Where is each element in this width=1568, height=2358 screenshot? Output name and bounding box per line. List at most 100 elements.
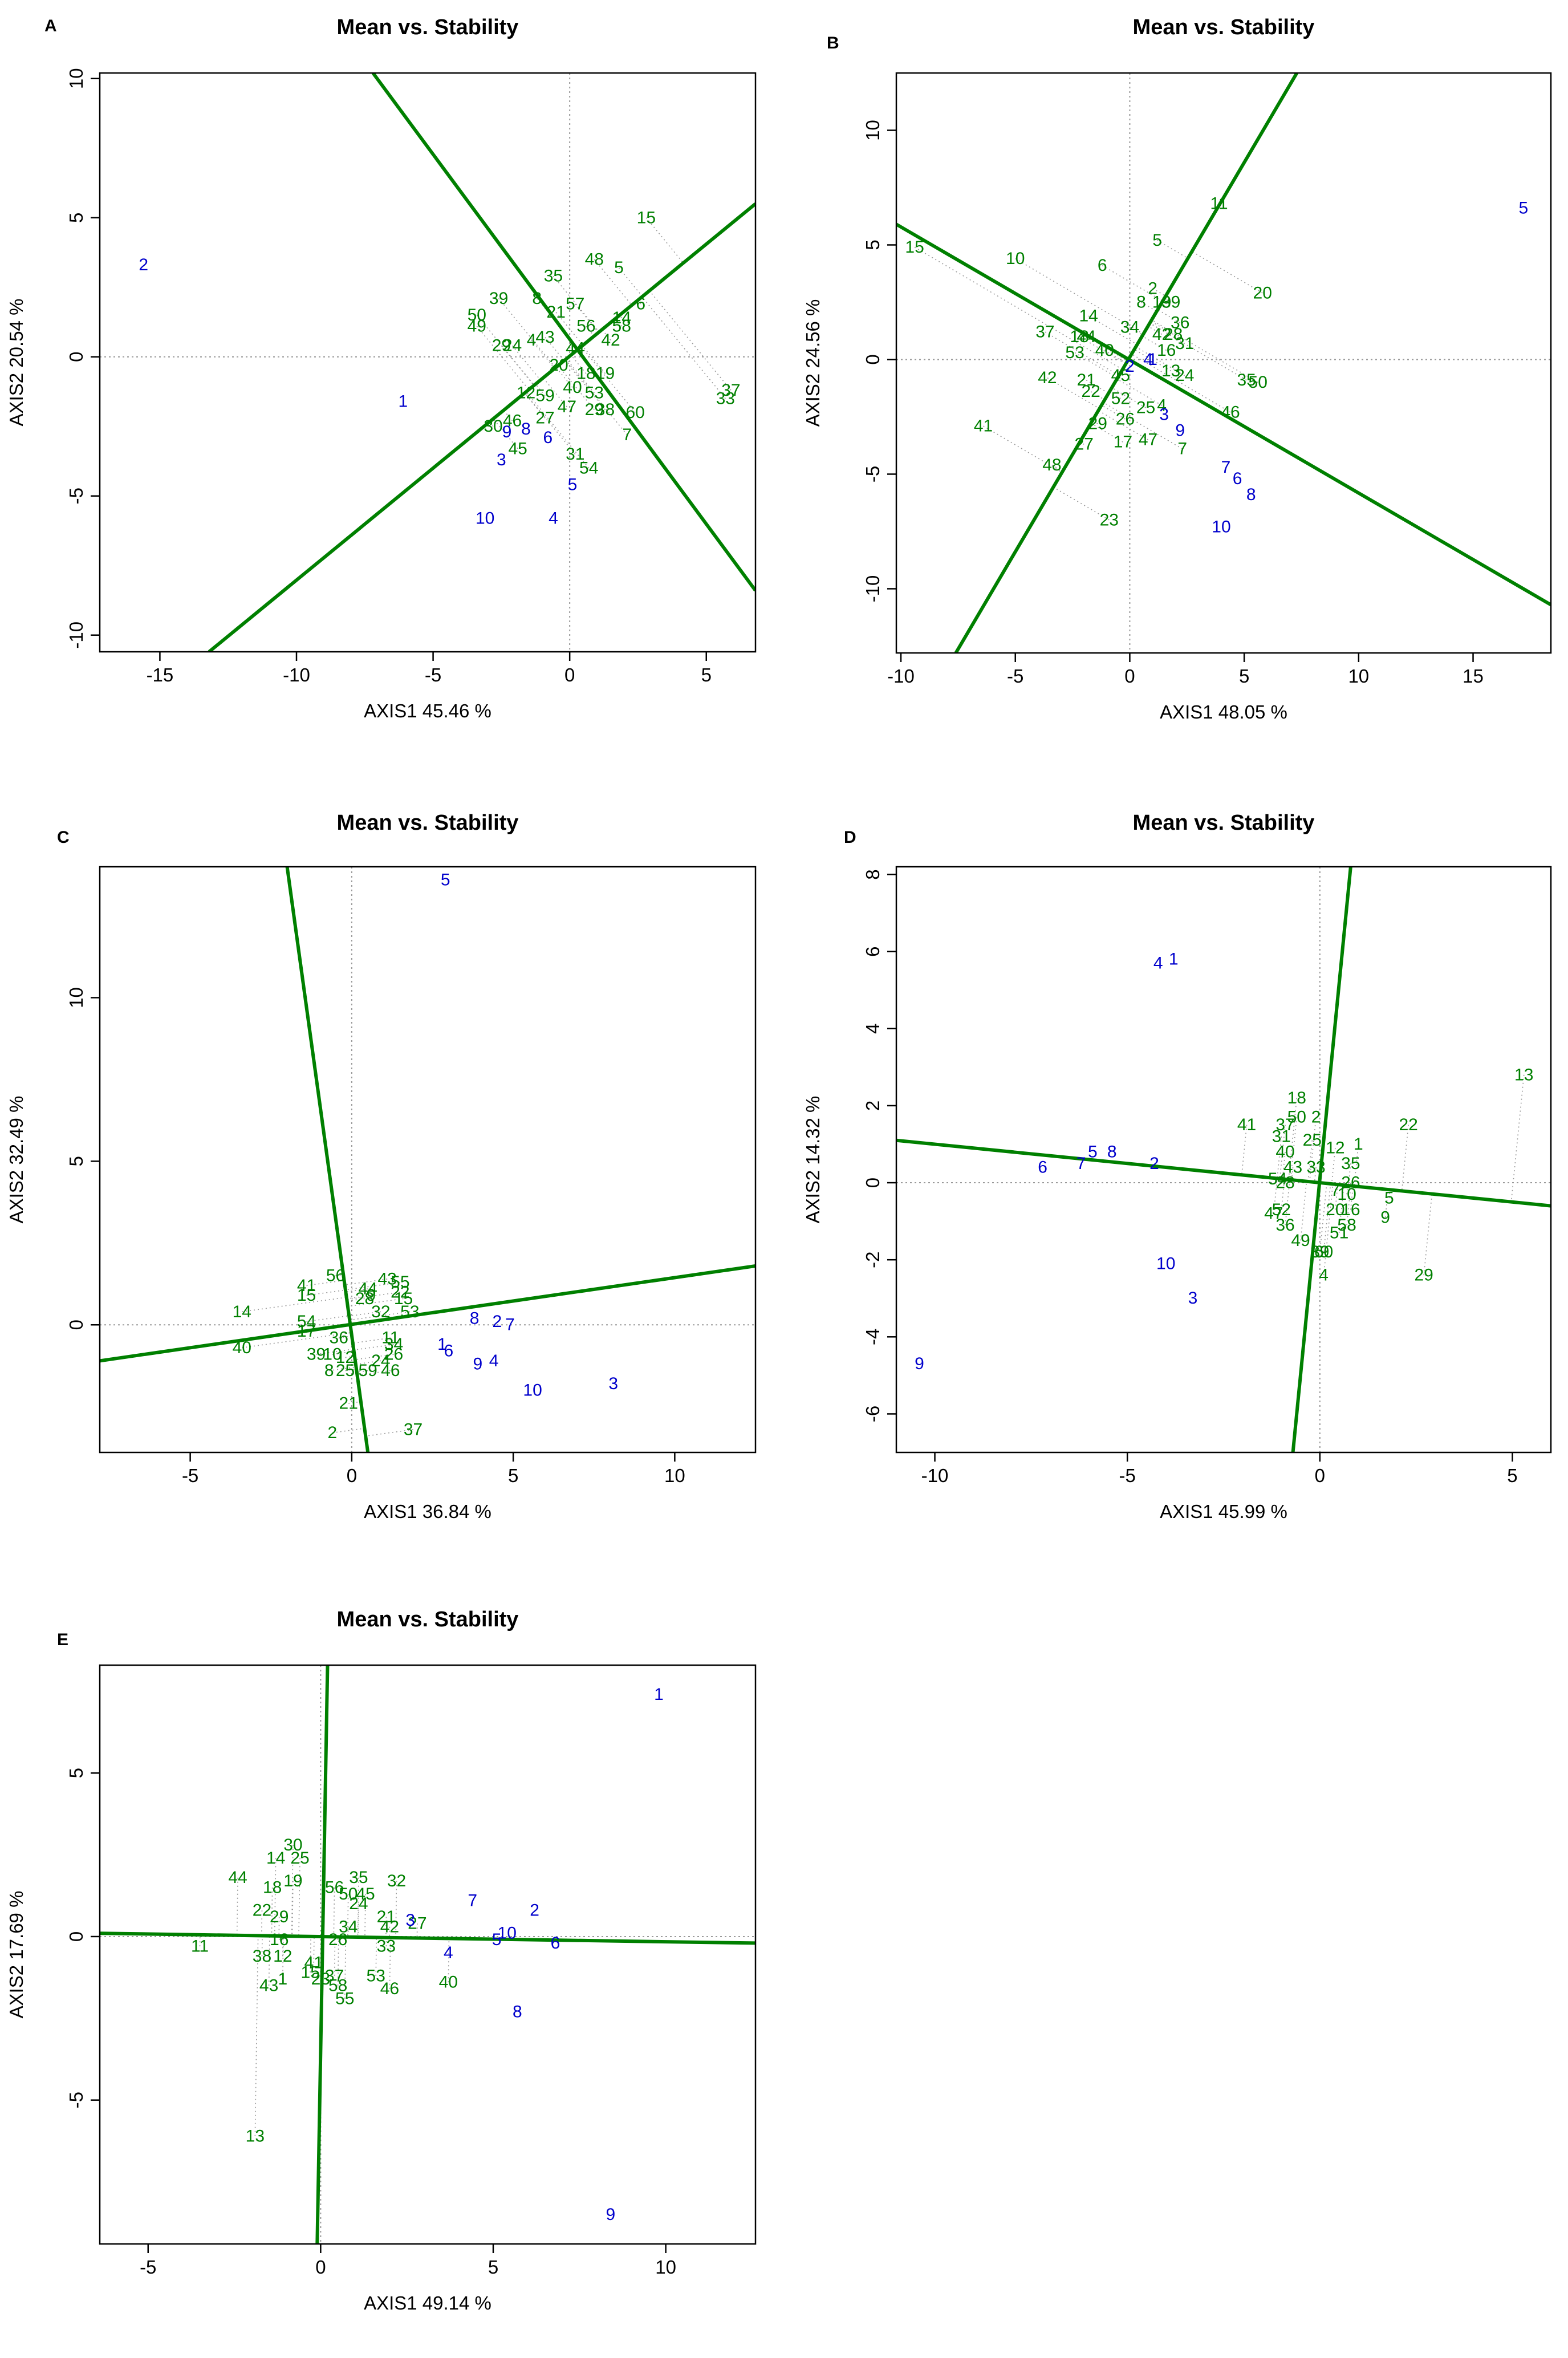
projection-line: [476, 326, 530, 390]
genotype-label: 47: [1264, 1204, 1283, 1223]
genotype-label: 37: [404, 1420, 423, 1439]
projection-line: [558, 365, 595, 410]
genotype-label: 26: [1341, 1174, 1360, 1192]
y-tick-label: 0: [862, 1178, 883, 1188]
genotype-label: 46: [503, 411, 522, 430]
projection-line: [637, 300, 641, 305]
genotype-label: 24: [349, 1894, 368, 1913]
projection-line: [1111, 387, 1146, 408]
y-tick-label: -5: [862, 466, 883, 482]
genotype-label: 13: [1161, 362, 1180, 380]
projection-line: [448, 1938, 450, 1983]
genotype-label: 29: [585, 400, 604, 419]
projection-line: [649, 290, 732, 391]
projection-line: [1151, 320, 1174, 335]
y-tick-label: -6: [862, 1406, 883, 1422]
genotype-label: 13: [1514, 1065, 1533, 1084]
genotype-label: 58: [612, 317, 631, 336]
x-tick-label: 5: [488, 2256, 498, 2278]
environment-label: 7: [1077, 1154, 1086, 1173]
projection-line: [1401, 1125, 1409, 1191]
projection-line: [1015, 258, 1144, 335]
projection-line: [1104, 350, 1127, 364]
genotype-label: 39: [1310, 1243, 1329, 1261]
y-tick-label: 0: [66, 1931, 87, 1942]
environment-label: 10: [1156, 1254, 1175, 1273]
environment-label: 6: [543, 428, 553, 447]
y-axis-label: AXIS2 20.54 %: [6, 299, 27, 427]
genotype-label: 59: [359, 1361, 377, 1380]
genotype-label: 16: [270, 1930, 289, 1949]
genotype-label: 40: [233, 1338, 251, 1357]
projection-line: [346, 1294, 371, 1300]
genotype-label: 30: [484, 417, 502, 436]
genotype-label: 26: [328, 1930, 347, 1949]
genotype-label: 41: [297, 1276, 316, 1295]
genotype-label: 36: [1275, 1216, 1294, 1235]
genotype-label: 57: [566, 295, 584, 314]
projection-line: [564, 360, 606, 410]
projection-line: [242, 1297, 347, 1313]
x-tick-label: 0: [564, 664, 575, 685]
genotype-label: 42: [1152, 325, 1171, 344]
genotype-label: 18: [576, 364, 595, 383]
x-tick-label: -5: [425, 664, 441, 685]
genotype-label: 18: [1070, 327, 1088, 346]
environment-label: 3: [405, 1911, 415, 1930]
environment-label: 6: [444, 1342, 453, 1361]
projection-line: [1086, 379, 1109, 394]
projection-line: [1323, 1184, 1334, 1276]
genotype-label: 22: [1399, 1115, 1417, 1134]
genotype-label: 29: [270, 1907, 289, 1926]
projection-line: [1384, 1189, 1389, 1217]
genotype-label: 8: [1136, 293, 1146, 311]
projection-line: [619, 315, 622, 318]
genotype-label: 44: [1077, 327, 1095, 346]
projection-line: [914, 246, 1123, 370]
projection-line: [1354, 1144, 1359, 1187]
genotype-label: 39: [1161, 293, 1180, 311]
genotype-label: 28: [355, 1289, 374, 1308]
genotype-label: 28: [1164, 325, 1183, 344]
x-tick-label: -5: [1119, 1465, 1136, 1486]
projection-line: [1149, 323, 1247, 381]
genotype-label: 44: [566, 339, 584, 358]
y-tick-label: -4: [862, 1329, 883, 1345]
genotype-label: 4: [1319, 1266, 1329, 1285]
projection-line: [1079, 336, 1126, 364]
genotype-label: 49: [1291, 1231, 1310, 1250]
environment-label: 1: [1148, 350, 1157, 369]
y-tick-label: 2: [862, 1101, 883, 1111]
environment-label: 9: [915, 1354, 924, 1373]
environment-label: 4: [444, 1943, 453, 1962]
genotype-label: 46: [380, 1979, 399, 1998]
chart-title: Mean vs. Stability: [337, 1608, 519, 1631]
aec-ordinate-line: [1291, 867, 1352, 1452]
aec-ordinate-line: [315, 1665, 330, 2244]
genotype-label: 6: [636, 295, 645, 314]
panel-letter: C: [57, 828, 70, 847]
projection-line: [349, 1311, 381, 1317]
genotype-label: 44: [228, 1868, 247, 1887]
panel-letter: A: [44, 17, 57, 35]
x-tick-label: 5: [1239, 665, 1249, 687]
y-tick-label: 5: [66, 1768, 87, 1778]
projection-line: [1098, 410, 1148, 440]
projection-line: [347, 1298, 365, 1302]
y-tick-label: 8: [862, 869, 883, 879]
aec-ordinate-line: [371, 73, 755, 592]
genotype-label: 37: [1275, 1115, 1294, 1134]
genotype-label: 42: [1038, 368, 1057, 387]
genotype-label: 29: [1414, 1266, 1433, 1285]
environment-label: 5: [1518, 199, 1528, 218]
genotype-label: 60: [625, 403, 644, 422]
environment-label: 3: [497, 451, 506, 469]
genotype-label: 21: [1077, 371, 1095, 389]
environment-label: 8: [513, 2002, 522, 2021]
aec-abscissa-line: [100, 1931, 755, 1945]
projection-line: [1151, 319, 1258, 383]
y-tick-label: 0: [862, 354, 883, 364]
genotype-label: 36: [330, 1329, 348, 1348]
genotype-label: 20: [1253, 283, 1272, 302]
